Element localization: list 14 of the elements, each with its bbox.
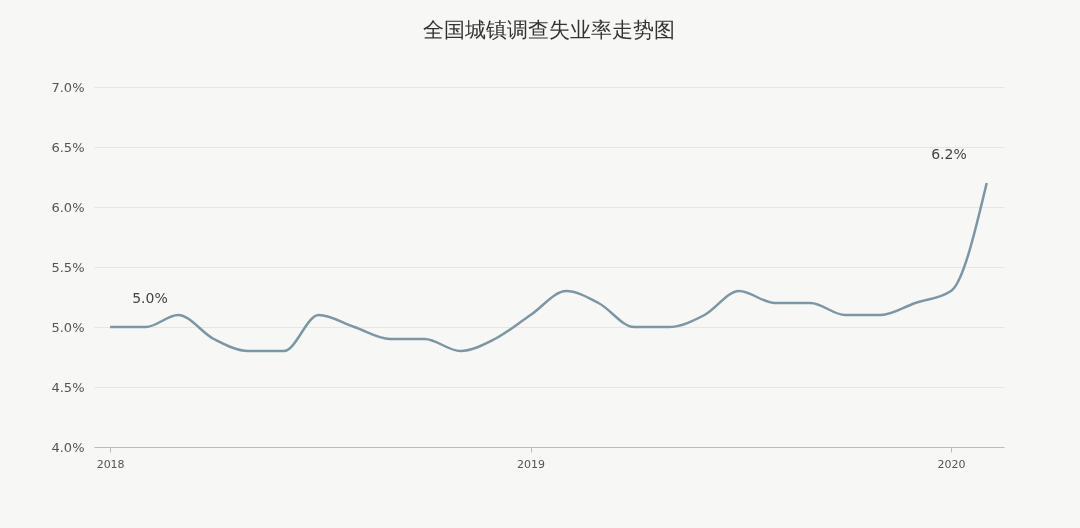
- y-tick-label: 4.5%: [51, 379, 85, 395]
- annotation: 6.2%: [931, 146, 967, 162]
- y-tick-label: 4.0%: [51, 439, 85, 455]
- y-tick-label: 6.0%: [51, 199, 85, 215]
- annotation: 5.0%: [132, 290, 168, 306]
- y-tick-label: 5.0%: [51, 319, 85, 335]
- x-tick-label: 2018: [96, 457, 125, 471]
- y-tick-label: 5.5%: [51, 259, 85, 275]
- y-tick-label: 6.5%: [51, 139, 85, 155]
- x-tick-label: 2019: [517, 457, 546, 471]
- y-tick-label: 7.0%: [51, 79, 85, 95]
- x-tick-label: 2020: [937, 457, 966, 471]
- chart-title: 全国城镇调查失业率走势图: [423, 18, 675, 42]
- line-series: [108, 181, 988, 353]
